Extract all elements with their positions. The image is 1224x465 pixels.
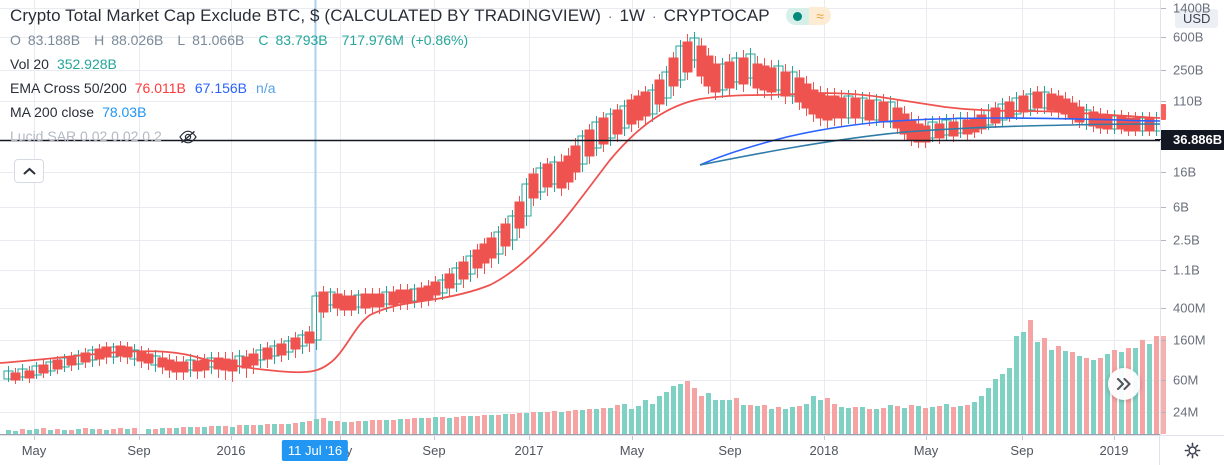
axis-volume-mark — [1161, 336, 1166, 434]
price-tick — [1161, 308, 1166, 309]
time-tick — [1022, 436, 1023, 440]
price-tick-label: 600B — [1173, 29, 1204, 45]
currency-badge[interactable]: USD — [1175, 9, 1219, 28]
time-tick-label: May — [619, 443, 645, 458]
price-tick-label: 160M — [1173, 332, 1206, 348]
time-tick-label: Sep — [422, 443, 446, 458]
ema200-line — [699, 123, 1160, 166]
time-tick — [139, 436, 140, 440]
time-tick — [340, 436, 341, 440]
time-tick — [231, 436, 232, 440]
price-tick — [1161, 207, 1166, 208]
time-tick-label: Sep — [1010, 443, 1034, 458]
double-chevron-right-icon — [1116, 377, 1131, 391]
time-tick — [926, 436, 927, 440]
price-tick-label: 2.5B — [1173, 232, 1200, 248]
time-tick — [434, 436, 435, 440]
price-axis[interactable]: USD 1400B 600B 250B 110B 16B 6B 2.5B 1.1B 400M 16… — [1155, 0, 1224, 435]
time-axis[interactable]: May Sep 2016 May 11 Jul '16 Sep 2017 May Sep 2018… — [0, 435, 1224, 465]
price-tick-label: 24M — [1173, 404, 1199, 420]
time-tick-label: Sep — [127, 443, 151, 458]
time-tick-label: Sep — [718, 443, 742, 458]
time-tick — [34, 436, 35, 440]
volume-bars — [6, 320, 1159, 434]
time-tick-label: 2018 — [809, 443, 839, 458]
price-tick — [1161, 380, 1166, 381]
time-tick — [1114, 436, 1115, 440]
price-tick — [1161, 172, 1166, 173]
price-tick-label: 60M — [1173, 372, 1199, 388]
price-tick-label: 110B — [1173, 93, 1203, 109]
time-tick-label: 2017 — [514, 443, 544, 458]
price-tick-label: 6B — [1173, 199, 1189, 215]
price-tick-label: 1.1B — [1173, 262, 1200, 278]
time-tick-label: May — [21, 443, 47, 458]
chart-plot-area[interactable] — [0, 0, 1160, 435]
collapse-pane-button[interactable] — [14, 159, 44, 183]
price-tick — [1161, 270, 1166, 271]
current-price-label: 36.886B — [1155, 130, 1224, 150]
axis-alert-mark — [1161, 104, 1166, 120]
scroll-to-realtime-button[interactable] — [1108, 368, 1140, 400]
price-tick — [1161, 240, 1166, 241]
ma200-line — [0, 92, 1160, 374]
price-tick — [1161, 412, 1166, 413]
price-tick — [1161, 37, 1166, 38]
time-tick-label: May — [913, 443, 939, 458]
time-tick — [529, 436, 530, 440]
chart-canvas — [0, 0, 1160, 435]
chevron-up-icon — [23, 167, 35, 174]
candlestick-series — [3, 32, 1160, 384]
time-tick-label: 2019 — [1099, 443, 1129, 458]
price-tick-label: 1400B — [1173, 0, 1211, 16]
price-tick — [1161, 70, 1166, 71]
time-tick — [824, 436, 825, 440]
time-tick — [730, 436, 731, 440]
price-tick-label: 250B — [1173, 62, 1204, 78]
price-tick — [1161, 101, 1166, 102]
time-crosshair-label: 11 Jul '16 — [281, 440, 349, 461]
price-tick — [1161, 340, 1166, 341]
time-tick-label: 2016 — [216, 443, 246, 458]
price-tick — [1161, 8, 1166, 9]
price-tick-label: 16B — [1173, 164, 1197, 180]
time-tick — [632, 436, 633, 440]
chart-settings-button[interactable] — [1159, 436, 1224, 465]
gear-icon — [1184, 442, 1200, 459]
price-tick-label: 400M — [1173, 300, 1206, 316]
